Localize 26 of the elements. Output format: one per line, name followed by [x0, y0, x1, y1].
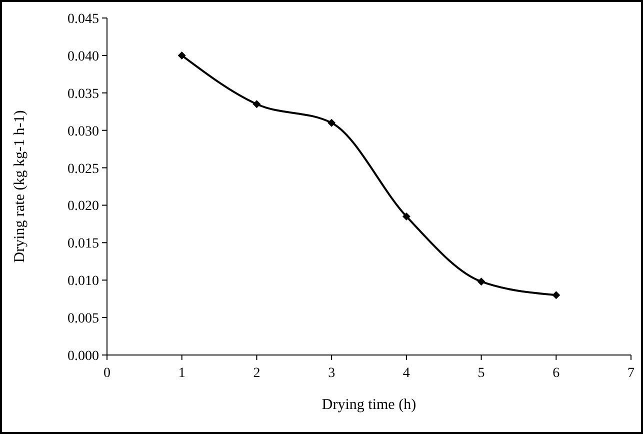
y-tick-label: 0.005 — [68, 312, 99, 327]
point — [252, 100, 261, 108]
y-tick-label: 0.000 — [68, 349, 99, 364]
x-tick-label: 5 — [478, 366, 485, 381]
x-tick-label: 2 — [253, 366, 260, 381]
y-tick-label: 0.020 — [68, 199, 99, 214]
y-tick-label: 0.045 — [68, 12, 99, 27]
point — [477, 278, 486, 286]
x-tick-label: 1 — [178, 366, 186, 381]
y-tick-label: 0.035 — [68, 86, 99, 102]
y-axis-title: Drying rate (kg kg-1 h-1) — [12, 110, 28, 263]
x-tick-label: 0 — [104, 366, 110, 381]
x-axis-title: Drying time (h) — [322, 397, 416, 413]
y-tick-label: 0.015 — [68, 236, 99, 252]
y-tick-label: 0.030 — [68, 124, 99, 140]
x-tick-label: 7 — [628, 366, 634, 381]
point — [402, 212, 410, 220]
x-tick-label: 6 — [552, 366, 560, 381]
point — [552, 291, 560, 300]
x-tick-label: 4 — [402, 366, 410, 381]
x-tick-label: 3 — [328, 366, 336, 381]
y-tick-label: 0.025 — [68, 162, 99, 177]
point — [178, 51, 186, 60]
y-tick-label: 0.010 — [68, 274, 99, 290]
point — [328, 118, 336, 127]
y-tick-label: 0.040 — [68, 49, 99, 64]
